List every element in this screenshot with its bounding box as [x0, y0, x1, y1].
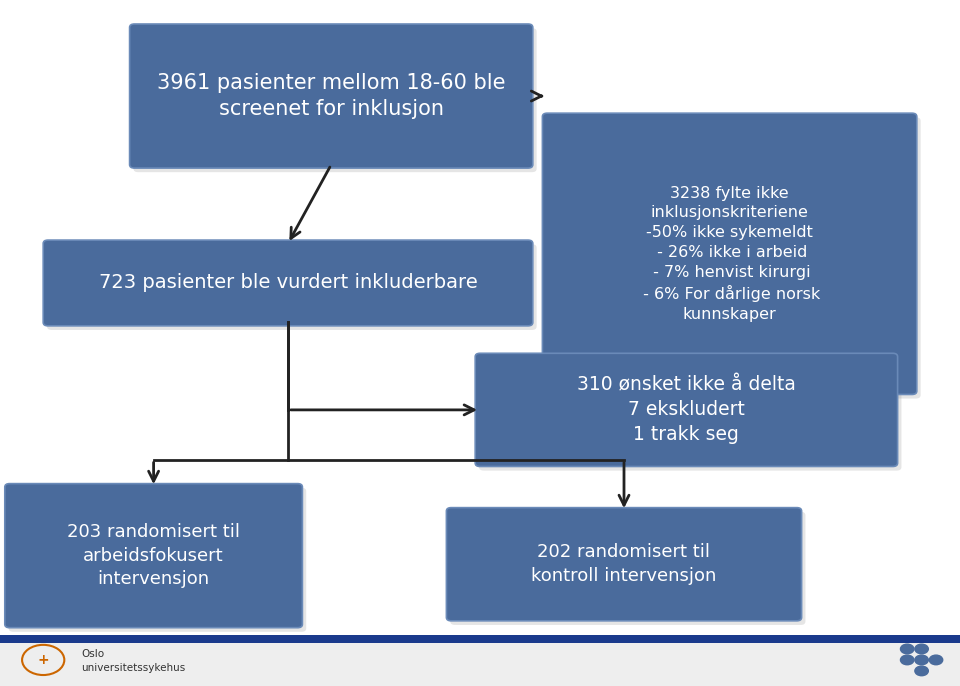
- FancyBboxPatch shape: [446, 508, 802, 621]
- Text: 202 randomisert til
kontroll intervensjon: 202 randomisert til kontroll intervensjo…: [531, 543, 717, 585]
- FancyBboxPatch shape: [546, 117, 921, 399]
- Circle shape: [915, 655, 928, 665]
- Circle shape: [915, 666, 928, 676]
- FancyBboxPatch shape: [450, 512, 805, 625]
- Circle shape: [929, 655, 943, 665]
- Text: 310 ønsket ikke å delta
7 ekskludert
1 trakk seg: 310 ønsket ikke å delta 7 ekskludert 1 t…: [577, 375, 796, 445]
- Text: 203 randomisert til
arbeidsfokusert
intervensjon: 203 randomisert til arbeidsfokusert inte…: [67, 523, 240, 589]
- Text: Oslo
universitetssykehus: Oslo universitetssykehus: [82, 649, 186, 672]
- FancyBboxPatch shape: [479, 357, 901, 471]
- FancyBboxPatch shape: [542, 113, 917, 394]
- FancyBboxPatch shape: [43, 240, 533, 326]
- Bar: [0, 635, 960, 686]
- Text: 3961 pasienter mellom 18-60 ble
screenet for inklusjon: 3961 pasienter mellom 18-60 ble screenet…: [156, 73, 506, 119]
- FancyBboxPatch shape: [475, 353, 898, 466]
- Circle shape: [900, 644, 914, 654]
- FancyBboxPatch shape: [5, 484, 302, 628]
- Text: +: +: [37, 653, 49, 667]
- FancyBboxPatch shape: [133, 28, 537, 172]
- Circle shape: [900, 655, 914, 665]
- FancyBboxPatch shape: [130, 24, 533, 168]
- FancyBboxPatch shape: [47, 244, 537, 330]
- FancyBboxPatch shape: [9, 488, 306, 632]
- Circle shape: [915, 644, 928, 654]
- Bar: [0, 635, 960, 643]
- Text: 723 pasienter ble vurdert inkluderbare: 723 pasienter ble vurdert inkluderbare: [99, 274, 477, 292]
- Text: 3238 fylte ikke
inklusjonskriteriene
-50% ikke sykemeldt
 - 26% ikke i arbeid
 -: 3238 fylte ikke inklusjonskriteriene -50…: [638, 185, 821, 322]
